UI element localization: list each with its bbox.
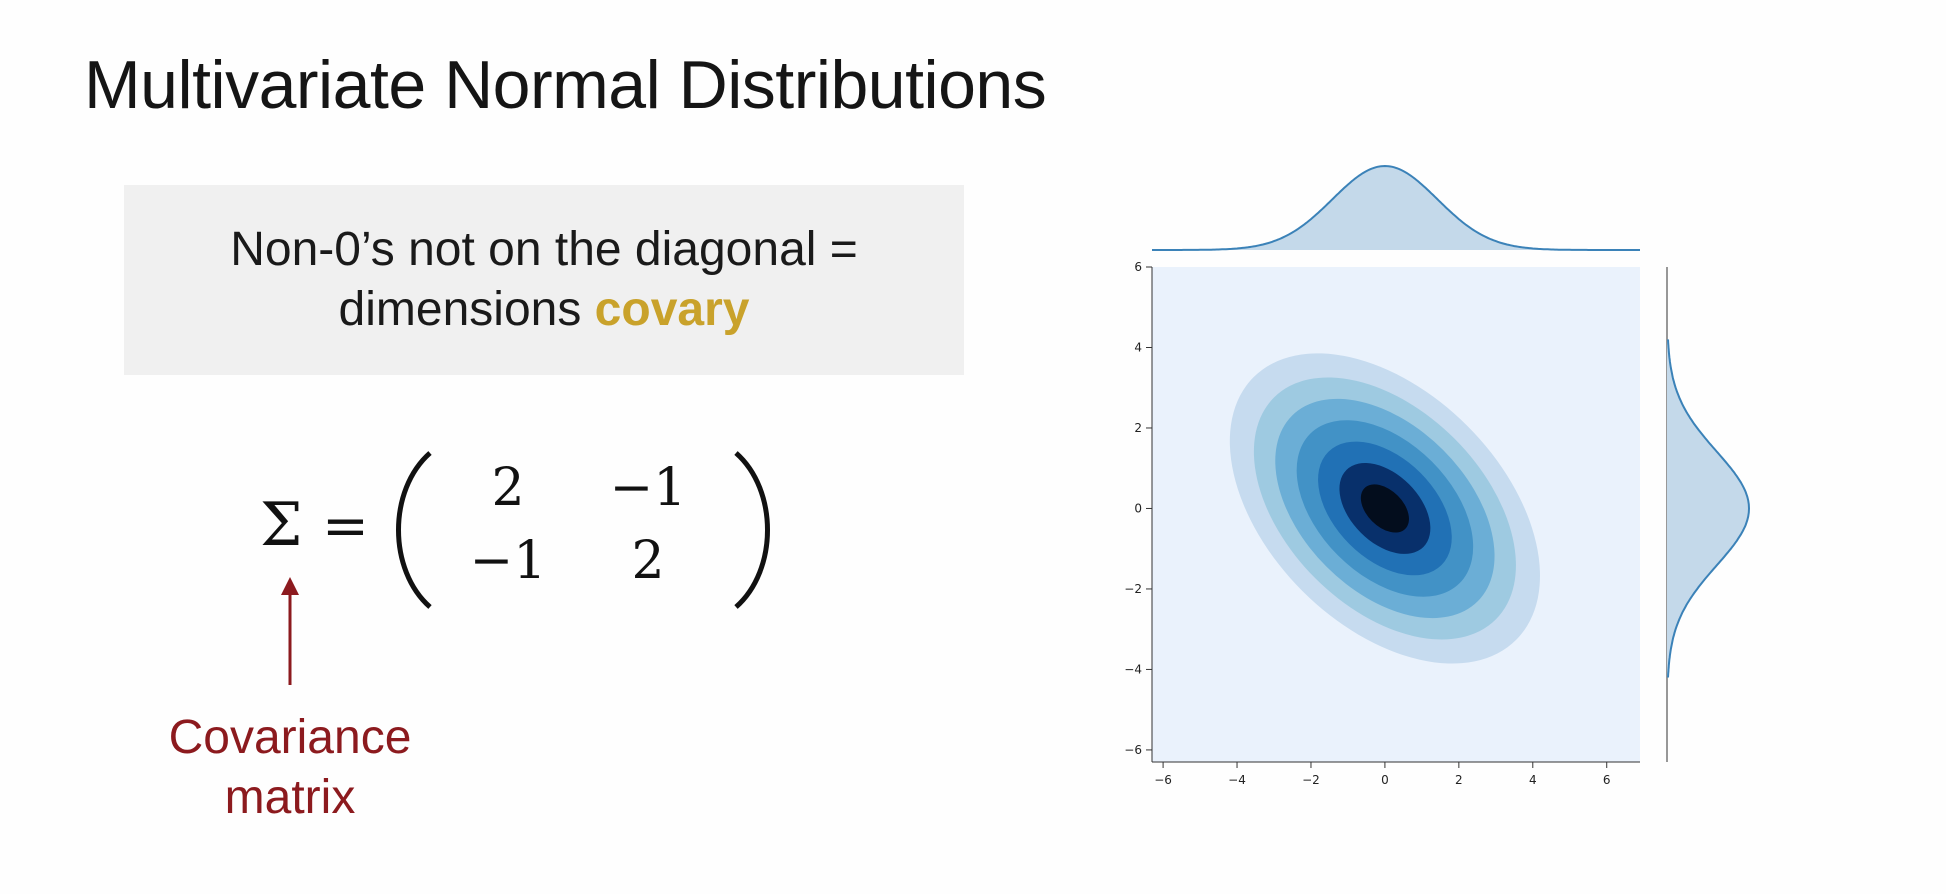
joint-kde-plot: −6 −4 −2 0 2 4 6 −6 −4 −2 0 2 4 6 (1124, 164, 1751, 787)
x-tick-label: 2 (1455, 773, 1463, 787)
y-tick-label: 2 (1134, 421, 1142, 435)
x-tick-label: 0 (1381, 773, 1389, 787)
covariance-formula: Σ = 2 −1 −1 2 (260, 451, 770, 609)
x-tick-label: −6 (1154, 773, 1172, 787)
sigma-symbol: Σ (260, 490, 302, 560)
callout-line-1: Non-0’s not on the diagonal = (230, 223, 858, 276)
y-tick-label: 0 (1134, 501, 1142, 515)
callout-box: Non-0’s not on the diagonal = dimensions… (124, 185, 964, 375)
y-tick-label: −2 (1124, 582, 1142, 596)
x-tick-label: 6 (1603, 773, 1611, 787)
matrix-cell-1-1: 2 (491, 458, 524, 518)
matrix-cell-1-2: −1 (610, 458, 687, 518)
y-marginal-density-line (1667, 339, 1751, 678)
x-marginal-density-fill (1152, 166, 1640, 250)
equals-sign: = (322, 494, 369, 559)
covary-highlight: covary (594, 283, 750, 336)
covariance-label-line-1: Covariance (168, 711, 412, 764)
y-tick-label: −4 (1124, 662, 1142, 676)
right-paren (734, 451, 770, 609)
x-tick-label: −4 (1228, 773, 1246, 787)
contour-level-7 (1360, 484, 1409, 533)
left-paren (396, 451, 432, 609)
x-tick-label: 4 (1529, 773, 1537, 787)
matrix-cell-2-2: 2 (631, 531, 664, 591)
arrow-up-icon (281, 577, 299, 685)
covariance-label-line-2: matrix (224, 771, 356, 824)
y-tick-label: −6 (1124, 743, 1142, 757)
slide-title: Multivariate Normal Distributions (84, 47, 1047, 123)
x-marginal-density-line (1152, 164, 1640, 251)
callout-prefix: dimensions (338, 283, 595, 336)
callout-line-2: dimensions covary (339, 280, 750, 340)
y-marginal-density-fill (1667, 339, 1749, 678)
y-tick-label: 4 (1134, 340, 1142, 354)
covariance-matrix-label: Covariance matrix (140, 708, 440, 828)
y-tick-label: 6 (1134, 260, 1142, 274)
matrix-cell-2-1: −1 (470, 531, 547, 591)
x-tick-label: −2 (1302, 773, 1320, 787)
